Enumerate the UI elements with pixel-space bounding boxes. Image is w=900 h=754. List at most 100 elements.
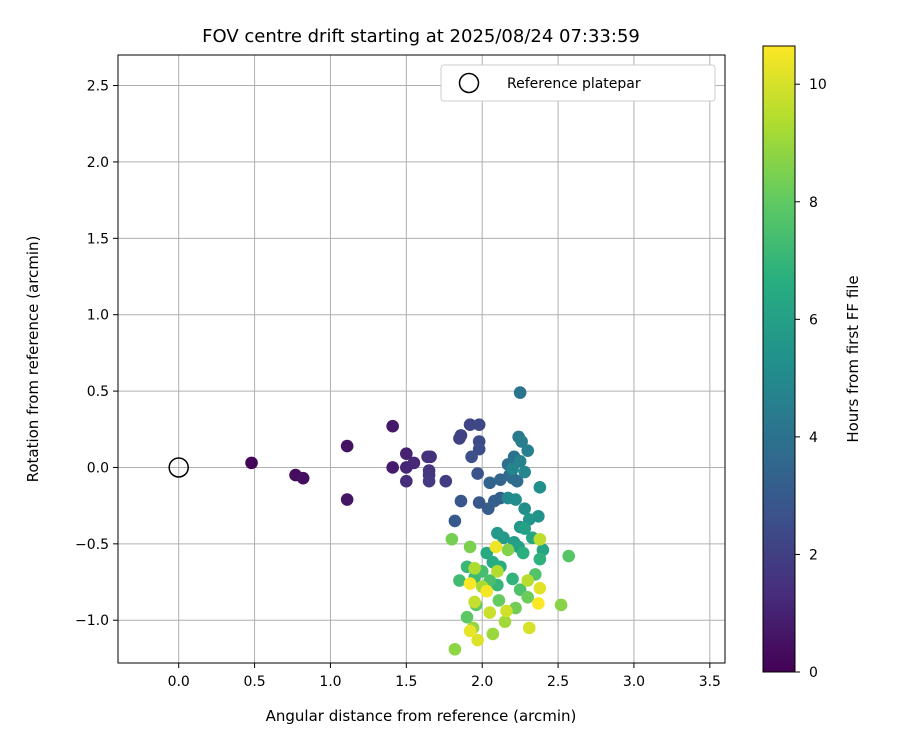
data-point [533, 552, 547, 566]
data-point [454, 494, 468, 508]
legend-marker-icon [458, 72, 480, 94]
data-point [386, 461, 399, 474]
legend-box [440, 64, 716, 102]
colorbar-label: Hours from first FF file [844, 275, 862, 442]
data-point [532, 597, 545, 610]
x-tick-label: 0.0 [168, 674, 190, 690]
data-point [468, 595, 481, 609]
data-point [516, 546, 530, 560]
data-point [500, 604, 513, 618]
data-point [424, 450, 437, 464]
data-point [472, 418, 486, 431]
data-point [472, 496, 486, 509]
data-point [463, 418, 477, 431]
data-point [480, 546, 494, 560]
data-point [472, 442, 486, 456]
legend-entry-reference: Reference platepar [507, 76, 641, 92]
data-point [471, 633, 484, 647]
colorbar-ticks: 0 2 4 6 8 10 [795, 77, 827, 681]
x-tick-label: 1.5 [395, 674, 417, 690]
colorbar-tick-label: 10 [809, 77, 827, 93]
data-point [480, 584, 494, 598]
data-point [422, 474, 436, 488]
data-point [510, 474, 524, 488]
x-tick-label: 1.0 [319, 674, 341, 690]
colorbar-tick-label: 2 [809, 547, 818, 563]
y-axis-ticks: −1.0 −0.5 0.0 0.5 1.0 1.5 2.0 2.5 [75, 79, 118, 629]
data-point [521, 591, 535, 604]
chart-title: FOV centre drift starting at 2025/08/24 … [202, 26, 640, 47]
data-point [518, 522, 531, 535]
y-tick-label: 0.0 [87, 460, 109, 476]
colorbar-tick-label: 6 [809, 312, 818, 328]
data-point [483, 606, 497, 619]
y-tick-label: 2.0 [87, 155, 109, 171]
reference-marker [168, 457, 189, 478]
data-point [533, 481, 547, 494]
data-point [506, 572, 519, 586]
data-point [483, 476, 497, 490]
data-point [506, 462, 519, 476]
data-point [407, 456, 421, 470]
data-point [522, 621, 536, 635]
y-tick-label: 1.0 [87, 308, 109, 324]
grid-lines [118, 55, 725, 663]
data-point [533, 581, 547, 595]
x-tick-label: 3.5 [699, 674, 721, 690]
data-point [497, 531, 510, 545]
data-point [453, 574, 466, 587]
data-point [445, 532, 459, 546]
plot-frame [117, 54, 726, 664]
data-point [513, 583, 527, 596]
data-point [465, 450, 478, 464]
data-point [386, 419, 399, 433]
data-point [460, 610, 474, 624]
y-tick-label: 0.5 [87, 384, 109, 400]
colorbar-tick-label: 0 [809, 665, 818, 681]
data-point [521, 444, 535, 457]
data-point [448, 642, 462, 656]
data-point [463, 540, 477, 554]
data-point [498, 615, 512, 629]
data-point [471, 467, 484, 480]
data-point [463, 624, 477, 638]
data-point [463, 577, 477, 590]
x-tick-label: 3.0 [623, 674, 645, 690]
data-point [513, 455, 527, 468]
data-points [245, 386, 575, 656]
data-point [400, 447, 413, 461]
colorbar-gradient [762, 45, 796, 673]
data-point [513, 386, 527, 399]
data-point [439, 474, 453, 488]
data-point [468, 561, 481, 575]
data-point [296, 471, 310, 485]
x-axis-label: Angular distance from reference (arcmin) [266, 707, 577, 725]
x-axis-ticks: 0.0 0.5 1.0 1.5 2.0 2.5 3.0 3.5 [168, 663, 721, 690]
colorbar-tick-label: 8 [809, 195, 818, 211]
y-tick-label: 1.5 [87, 231, 109, 247]
y-axis-label: Rotation from reference (arcmin) [24, 236, 42, 483]
data-point [521, 574, 535, 587]
data-point [533, 532, 547, 546]
data-point [340, 493, 354, 506]
data-point [454, 429, 468, 442]
data-point [501, 543, 515, 557]
data-point [509, 493, 522, 506]
colorbar: 0 2 4 6 8 10 Hours from first FF file [762, 45, 862, 681]
x-tick-label: 0.5 [243, 674, 265, 690]
data-point [554, 598, 568, 612]
colorbar-tick-label: 4 [809, 430, 818, 446]
data-point [340, 439, 354, 453]
y-tick-label: 2.5 [87, 79, 109, 95]
x-tick-label: 2.5 [547, 674, 569, 690]
data-point [491, 565, 504, 578]
data-point [489, 540, 503, 554]
x-tick-label: 2.0 [471, 674, 493, 690]
data-point [400, 474, 413, 488]
data-point [518, 465, 531, 479]
data-point [518, 502, 531, 516]
data-point [562, 549, 575, 563]
data-point [486, 627, 500, 641]
y-tick-label: −0.5 [75, 537, 109, 553]
